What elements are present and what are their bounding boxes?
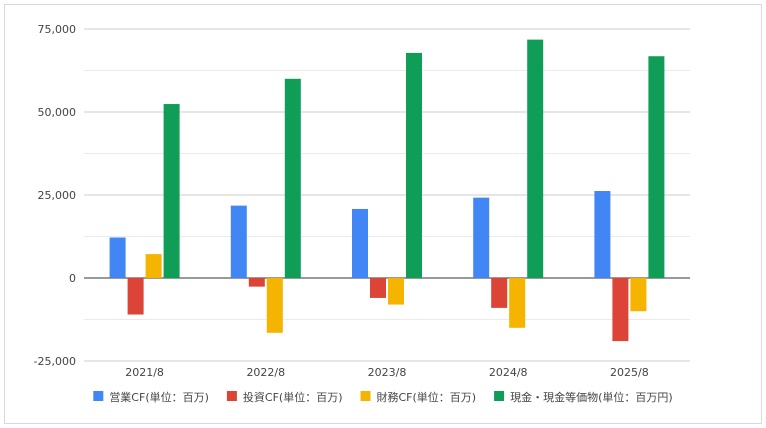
y-axis: 75,000 50,000 25,000 0 -25,000 [34,23,76,368]
bar-1-0[interactable] [127,278,144,315]
legend-label: 投資CF(単位：百万) [243,390,343,404]
bar-3-2[interactable] [406,52,422,279]
bar-0-0[interactable] [109,237,126,278]
bar-1-1[interactable] [248,278,265,287]
y-tick-label: 0 [69,272,76,285]
gridlines [84,28,690,362]
bar-3-4[interactable] [648,56,665,278]
bar-2-0[interactable] [145,254,162,278]
bar-1-2[interactable] [370,278,386,298]
bars [109,39,665,342]
x-tick-label: 2022/8 [246,366,285,379]
x-tick-label: 2024/8 [489,366,528,379]
bar-2-2[interactable] [388,278,404,305]
x-tick-label: 2021/8 [125,366,164,379]
bar-2-3[interactable] [509,278,526,328]
x-tick-label: 2023/8 [368,366,407,379]
legend-label: 財務CF(単位：百万) [377,390,477,404]
bar-1-4[interactable] [612,278,629,342]
legend-swatch [360,391,371,401]
y-tick-label: 50,000 [38,106,77,119]
bar-3-1[interactable] [284,78,301,278]
legend-swatch [226,391,237,401]
chart-frame [4,4,762,424]
legend-swatch [93,391,104,401]
x-tick-label: 2025/8 [610,366,649,379]
bar-2-1[interactable] [266,278,283,333]
legend-label: 営業CF(単位：百万) [109,390,209,404]
y-tick-label: -25,000 [34,355,76,368]
bar-3-3[interactable] [527,39,544,279]
x-axis: 2021/8 2022/8 2023/8 2024/8 2025/8 [125,366,649,379]
y-tick-label: 75,000 [38,23,77,36]
bar-2-4[interactable] [630,278,647,312]
legend: 営業CF(単位：百万) 投資CF(単位：百万) 財務CF(単位：百万) 現金・現金等価… [93,390,673,404]
bar-3-0[interactable] [163,104,180,278]
y-tick-label: 25,000 [38,189,77,202]
bar-0-4[interactable] [594,191,611,278]
legend-label: 現金・現金等価物(単位：百万円) [510,390,673,404]
bar-0-3[interactable] [473,197,490,278]
bar-0-2[interactable] [352,208,368,278]
legend-swatch [494,391,505,401]
bar-0-1[interactable] [230,205,247,278]
bar-1-3[interactable] [491,278,508,308]
